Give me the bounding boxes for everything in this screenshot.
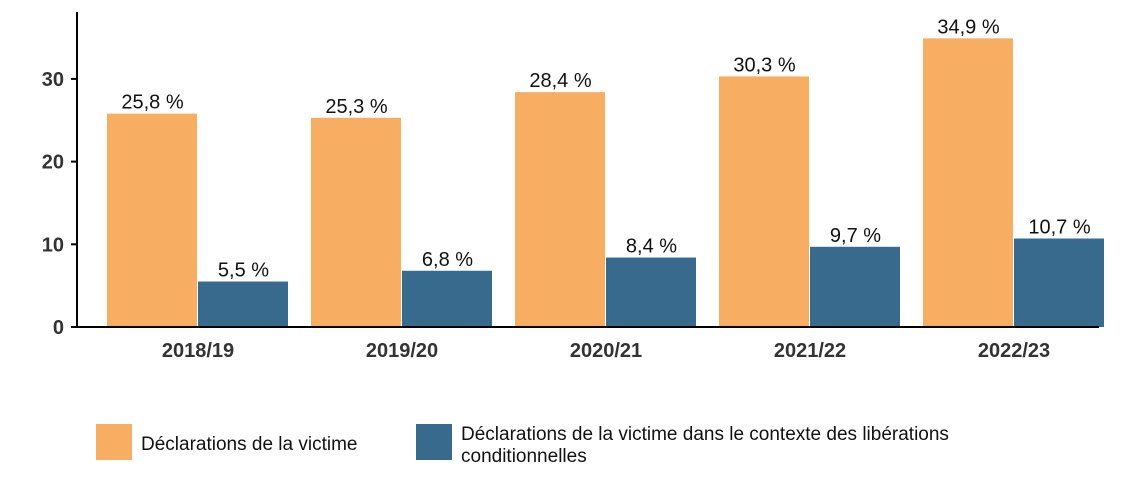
legend-label-victim-statements: Déclarations de la victime	[141, 434, 358, 455]
bars-layer	[107, 38, 1104, 327]
bar-parole-2018-19	[198, 281, 288, 327]
bar-victim-2022-23	[923, 38, 1013, 327]
y-axis-ticks: 0 10 20 30	[42, 69, 77, 339]
legend-label-parole-statements: Déclarations de la victime dans le conte…	[461, 424, 949, 467]
data-label-parole-2019-20: 6,8 %	[422, 249, 473, 271]
legend-swatch-parole-statements	[416, 424, 452, 460]
data-label-victim-2019-20: 25,3 %	[325, 96, 387, 118]
legend: Déclarations de la victime Déclarations …	[96, 424, 1106, 474]
y-tick-label: 20	[42, 152, 64, 174]
legend-item-victim-statements: Déclarations de la victime	[96, 424, 357, 460]
data-label-parole-2022-23: 10,7 %	[1028, 217, 1090, 239]
bar-victim-2021-22	[719, 76, 809, 327]
bar-victim-2020-21	[515, 92, 605, 327]
data-label-victim-2020-21: 28,4 %	[529, 70, 591, 92]
x-tick-label: 2018/19	[162, 340, 234, 362]
data-label-victim-2018-19: 25,8 %	[121, 92, 183, 114]
data-label-parole-2020-21: 8,4 %	[626, 236, 677, 258]
data-label-parole-2021-22: 9,7 %	[830, 225, 881, 247]
x-tick-label: 2019/20	[366, 340, 438, 362]
bar-victim-2019-20	[311, 117, 401, 327]
legend-swatch-victim-statements	[96, 424, 132, 460]
data-label-victim-2021-22: 30,3 %	[733, 54, 795, 76]
x-axis-ticks: 2018/19 2019/20 2020/21 2021/22 2022/23	[162, 340, 1050, 362]
bar-parole-2022-23	[1014, 238, 1104, 327]
bar-victim-2018-19	[107, 113, 197, 327]
data-labels-layer: 25,8 % 5,5 % 25,3 % 6,8 % 28,4 % 8,4 % 30,3 % 9…	[121, 16, 1090, 281]
bar-parole-2020-21	[606, 257, 696, 327]
bar-parole-2019-20	[402, 270, 492, 327]
bar-chart: 25,8 % 5,5 % 25,3 % 6,8 % 28,4 % 8,4 % 30,3 % 9…	[42, 12, 1104, 362]
y-tick-label: 10	[42, 234, 64, 256]
x-tick-label: 2020/21	[570, 340, 642, 362]
data-label-victim-2022-23: 34,9 %	[937, 16, 999, 38]
x-tick-label: 2021/22	[774, 340, 846, 362]
x-tick-label: 2022/23	[978, 340, 1050, 362]
legend-item-parole-statements: Déclarations de la victime dans le conte…	[416, 424, 1021, 468]
y-tick-label: 30	[42, 69, 64, 91]
bar-parole-2021-22	[810, 246, 900, 327]
y-tick-label: 0	[53, 317, 64, 339]
data-label-parole-2018-19: 5,5 %	[218, 260, 269, 282]
